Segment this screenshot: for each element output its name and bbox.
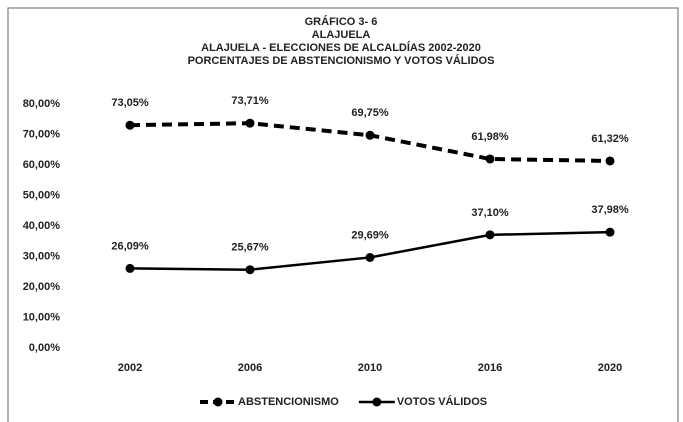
y-tick-label: 80,00% [23, 98, 61, 110]
y-tick-label: 0,00% [29, 342, 60, 354]
legend-label: ABSTENCIONISMO [238, 396, 339, 408]
data-label: 25,67% [231, 242, 269, 254]
legend-marker [372, 397, 382, 407]
point [125, 120, 135, 130]
data-label: 37,10% [471, 207, 509, 219]
chart-frame [7, 7, 679, 422]
legend-marker [213, 397, 223, 407]
point [365, 252, 375, 262]
data-label: 61,32% [591, 133, 629, 145]
x-tick-label: 2020 [598, 362, 622, 374]
point [245, 265, 255, 275]
x-tick-label: 2016 [478, 362, 502, 374]
point [365, 130, 375, 140]
data-label: 73,71% [231, 95, 269, 107]
point [125, 263, 135, 273]
y-tick-label: 50,00% [23, 189, 61, 201]
x-tick-label: 2006 [238, 362, 262, 374]
series-line [129, 121, 611, 163]
data-label: 61,98% [471, 131, 509, 143]
y-tick-label: 30,00% [23, 250, 61, 262]
point [485, 230, 495, 240]
data-label: 69,75% [351, 107, 389, 119]
y-tick-label: 40,00% [23, 220, 61, 232]
chart-title: ALAJUELA [312, 29, 371, 41]
y-tick-label: 10,00% [23, 311, 61, 323]
data-label: 26,09% [111, 240, 149, 252]
data-label: 37,98% [591, 204, 629, 216]
x-tick-label: 2002 [118, 362, 142, 374]
chart-title: ALAJUELA - ELECCIONES DE ALCALDÍAS 2002-… [201, 41, 481, 54]
point [485, 154, 495, 164]
data-label: 73,05% [111, 97, 149, 109]
chart-title: PORCENTAJES DE ABSTENCIONISMO Y VOTOS VÁ… [188, 54, 495, 67]
legend-label: VOTOS VÁLIDOS [397, 395, 487, 408]
point [605, 227, 615, 237]
point [605, 156, 615, 166]
point [245, 118, 255, 128]
chart-title: GRÁFICO 3- 6 [305, 15, 378, 28]
y-tick-label: 20,00% [23, 281, 61, 293]
y-tick-label: 70,00% [23, 128, 61, 140]
y-tick-label: 60,00% [23, 159, 61, 171]
x-tick-label: 2010 [358, 362, 382, 374]
data-label: 29,69% [351, 229, 389, 241]
